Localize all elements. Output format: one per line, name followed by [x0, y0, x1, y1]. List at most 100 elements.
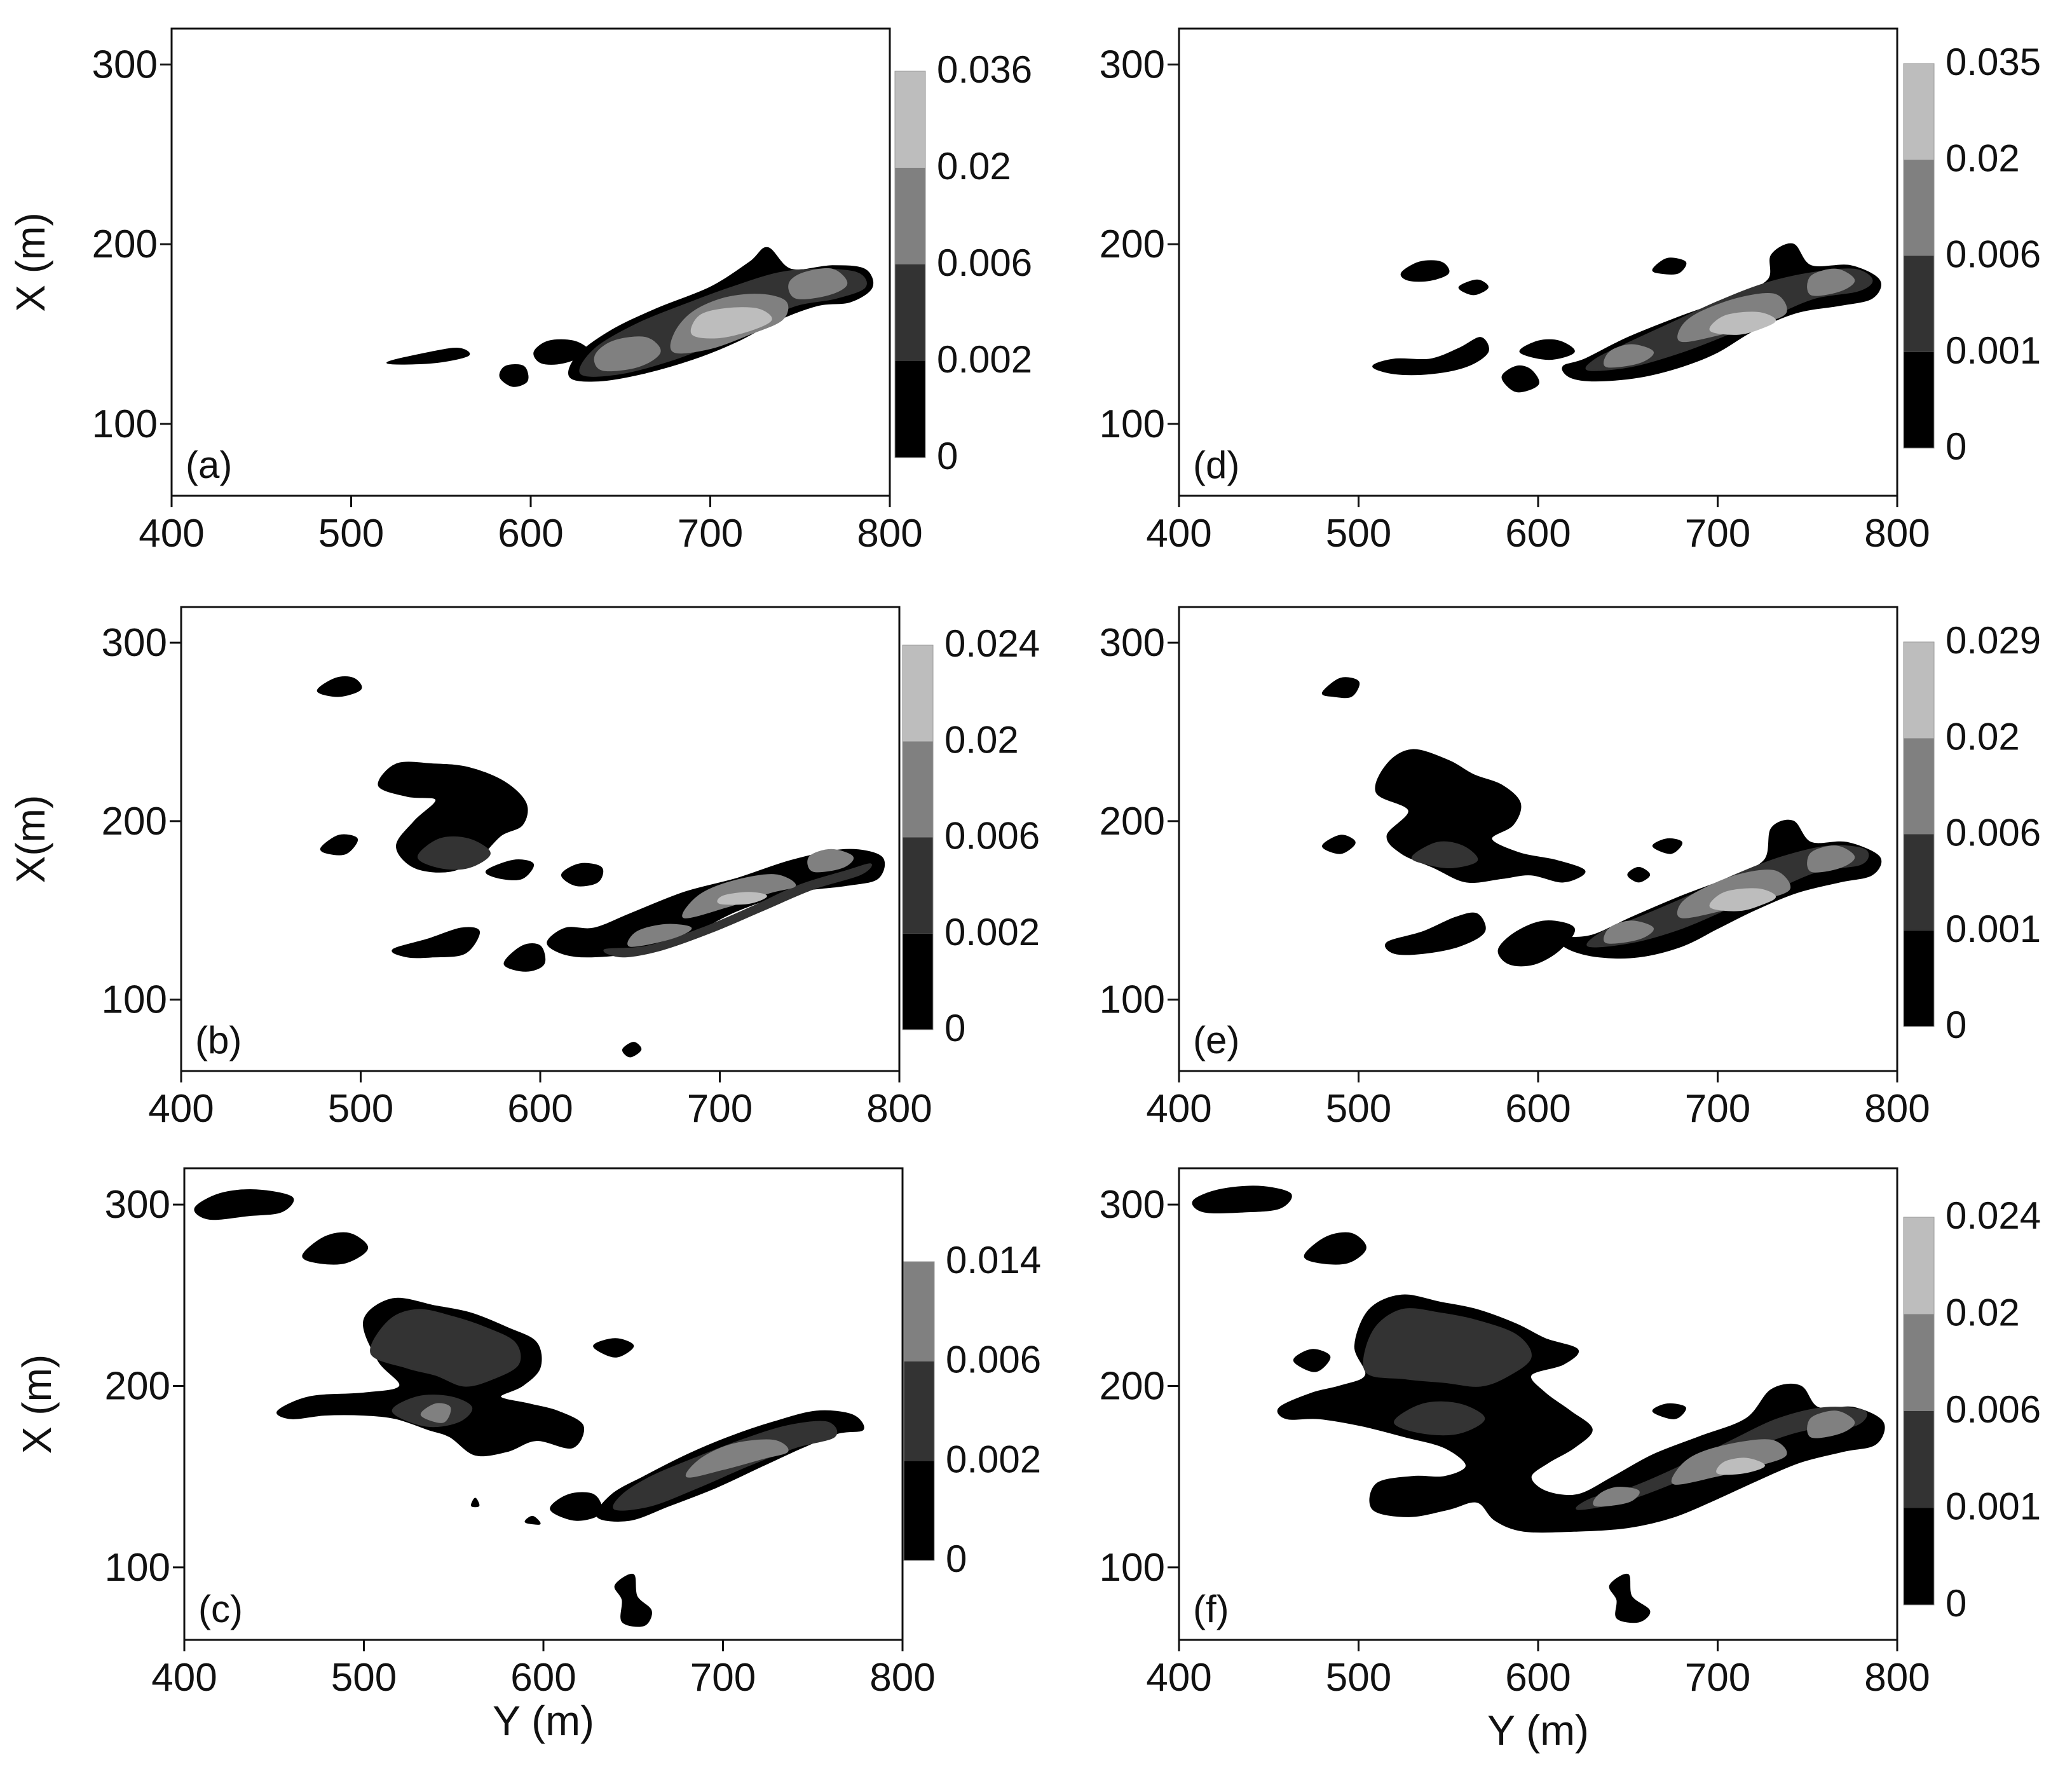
x-tick-label: 600: [507, 1087, 573, 1131]
colorbar-outline: [894, 71, 926, 458]
colorbar-segment: [895, 168, 925, 264]
x-tick-label: 700: [1685, 1656, 1750, 1700]
panel-b: 400 500 600 700 800 100 200 300 (b) X(m) 0 0.002 0.0…: [8, 606, 1040, 1131]
x-tick-label: 600: [498, 512, 563, 556]
contour-level-0: [1321, 835, 1356, 854]
panel-c: 400 500 600 700 800 100 200 300 (c) X (m) Y (m) 0 0.…: [14, 1167, 1041, 1744]
contour-level-1: [1363, 1308, 1532, 1387]
x-tick-label: 400: [151, 1656, 217, 1700]
x-tick-label: 500: [318, 512, 384, 556]
contour-level-0: [1400, 260, 1450, 282]
contour-level-0: [1458, 279, 1489, 296]
contour-level-2: [1604, 344, 1654, 368]
colorbar-level-label: 0.006: [944, 815, 1040, 857]
contour-level-0: [1609, 1573, 1651, 1623]
x-tick-label: 700: [678, 512, 743, 556]
contour-level-0: [1304, 1232, 1367, 1265]
contour-level-3: [717, 892, 767, 905]
x-tick-label: 600: [1505, 1087, 1571, 1131]
y-tick-label: 200: [1100, 800, 1165, 843]
y-tick-label: 200: [1100, 1364, 1165, 1408]
colorbar-level-label: 0.014: [946, 1239, 1041, 1281]
contour-level-0: [593, 1338, 634, 1358]
contour-level-2: [807, 849, 854, 873]
y-tick-label: 300: [102, 621, 167, 665]
colorbar-segment: [1904, 1217, 1934, 1314]
colorbar-level-label: 0: [946, 1538, 967, 1580]
colorbar-level-label: 0: [1946, 1004, 1966, 1046]
panel-e: 400 500 600 700 800 100 200 300 (e) 0 0.001 0.006 0.…: [1100, 606, 2041, 1131]
y-axis-label: X (m): [8, 212, 53, 311]
y-tick-label: 300: [105, 1183, 170, 1227]
colorbar-level-label: 0.001: [1946, 329, 2041, 372]
contour-level-0: [1652, 257, 1687, 275]
x-tick-label: 800: [1864, 1087, 1930, 1131]
panel-label: (b): [195, 1019, 242, 1061]
x-tick-label: 600: [1505, 1656, 1571, 1700]
contour-level-2: [627, 924, 692, 947]
plume-contours: [1192, 1185, 1885, 1623]
contour-level-2: [1807, 1410, 1855, 1438]
plume-contours: [1321, 677, 1882, 967]
colorbar-segment: [1904, 1508, 1934, 1605]
contour-level-2: [788, 268, 848, 299]
colorbar: 0 0.001 0.006 0.02 0.035: [1903, 41, 2041, 468]
plume-contours: [317, 676, 885, 1058]
contour-level-2: [1807, 845, 1855, 873]
x-tick-label: 700: [1685, 512, 1750, 556]
contour-level-3: [690, 307, 772, 339]
panel-label: (d): [1193, 444, 1239, 486]
colorbar-level-label: 0.024: [1946, 1194, 2041, 1237]
contour-level-0: [1192, 1185, 1292, 1213]
colorbar-level-label: 0: [944, 1007, 965, 1049]
colorbar-level-label: 0: [937, 435, 958, 477]
contour-level-0: [392, 927, 481, 959]
contour-level-1: [1393, 1401, 1485, 1436]
colorbar-segment: [1904, 834, 1934, 931]
colorbar: 0 0.002 0.006 0.02 0.024: [902, 622, 1040, 1049]
contour-level-1: [1412, 841, 1478, 869]
contour-level-1: [603, 863, 872, 958]
contour-level-0: [622, 1042, 642, 1058]
panel-a: 400 500 600 700 800 100 200 300 (a) X (m) 0 0.002 0.…: [8, 27, 1032, 556]
contour-level-0: [1385, 912, 1486, 955]
colorbar-level-label: 0.006: [1946, 812, 2041, 854]
contour-level-0: [1293, 1349, 1331, 1372]
colorbar-segment: [1904, 160, 1934, 256]
contour-level-2: [420, 1403, 451, 1423]
contour-level-0: [1627, 866, 1651, 883]
contour-level-3: [1709, 888, 1776, 911]
panel-label: (a): [186, 444, 232, 486]
colorbar-segment: [1904, 738, 1934, 835]
colorbar-level-label: 0.006: [1946, 233, 2041, 276]
y-tick-label: 100: [102, 978, 167, 1022]
colorbar-segment: [904, 1361, 934, 1461]
contour-level-0: [485, 859, 534, 880]
x-tick-label: 500: [1326, 1656, 1391, 1700]
contour-level-0: [1501, 365, 1539, 393]
colorbar-segment: [903, 645, 933, 742]
y-tick-label: 200: [92, 222, 158, 266]
contour-level-0: [561, 863, 604, 887]
colorbar-outline: [1903, 63, 1935, 449]
contour-level-0: [614, 1573, 652, 1627]
contour-level-0: [194, 1189, 294, 1220]
x-tick-label: 800: [869, 1656, 935, 1700]
contour-level-0: [470, 1498, 480, 1508]
x-tick-label: 400: [139, 512, 204, 556]
plume-contours: [386, 247, 874, 387]
colorbar-level-label: 0.001: [1946, 908, 2041, 950]
colorbar-level-label: 0.02: [1946, 1292, 2020, 1334]
colorbar-segment: [895, 361, 925, 458]
y-axis-label: X(m): [8, 795, 53, 884]
colorbar-segment: [1904, 351, 1934, 448]
y-tick-label: 300: [1100, 43, 1165, 87]
colorbar-segment: [895, 264, 925, 361]
x-tick-label: 500: [331, 1656, 397, 1700]
y-tick-label: 100: [1100, 402, 1165, 446]
colorbar-level-label: 0.002: [937, 338, 1032, 381]
colorbar-outline: [902, 645, 934, 1030]
colorbar-level-label: 0.006: [1946, 1388, 2041, 1431]
y-axis-label: X (m): [14, 1355, 60, 1454]
contour-level-1: [417, 836, 491, 870]
